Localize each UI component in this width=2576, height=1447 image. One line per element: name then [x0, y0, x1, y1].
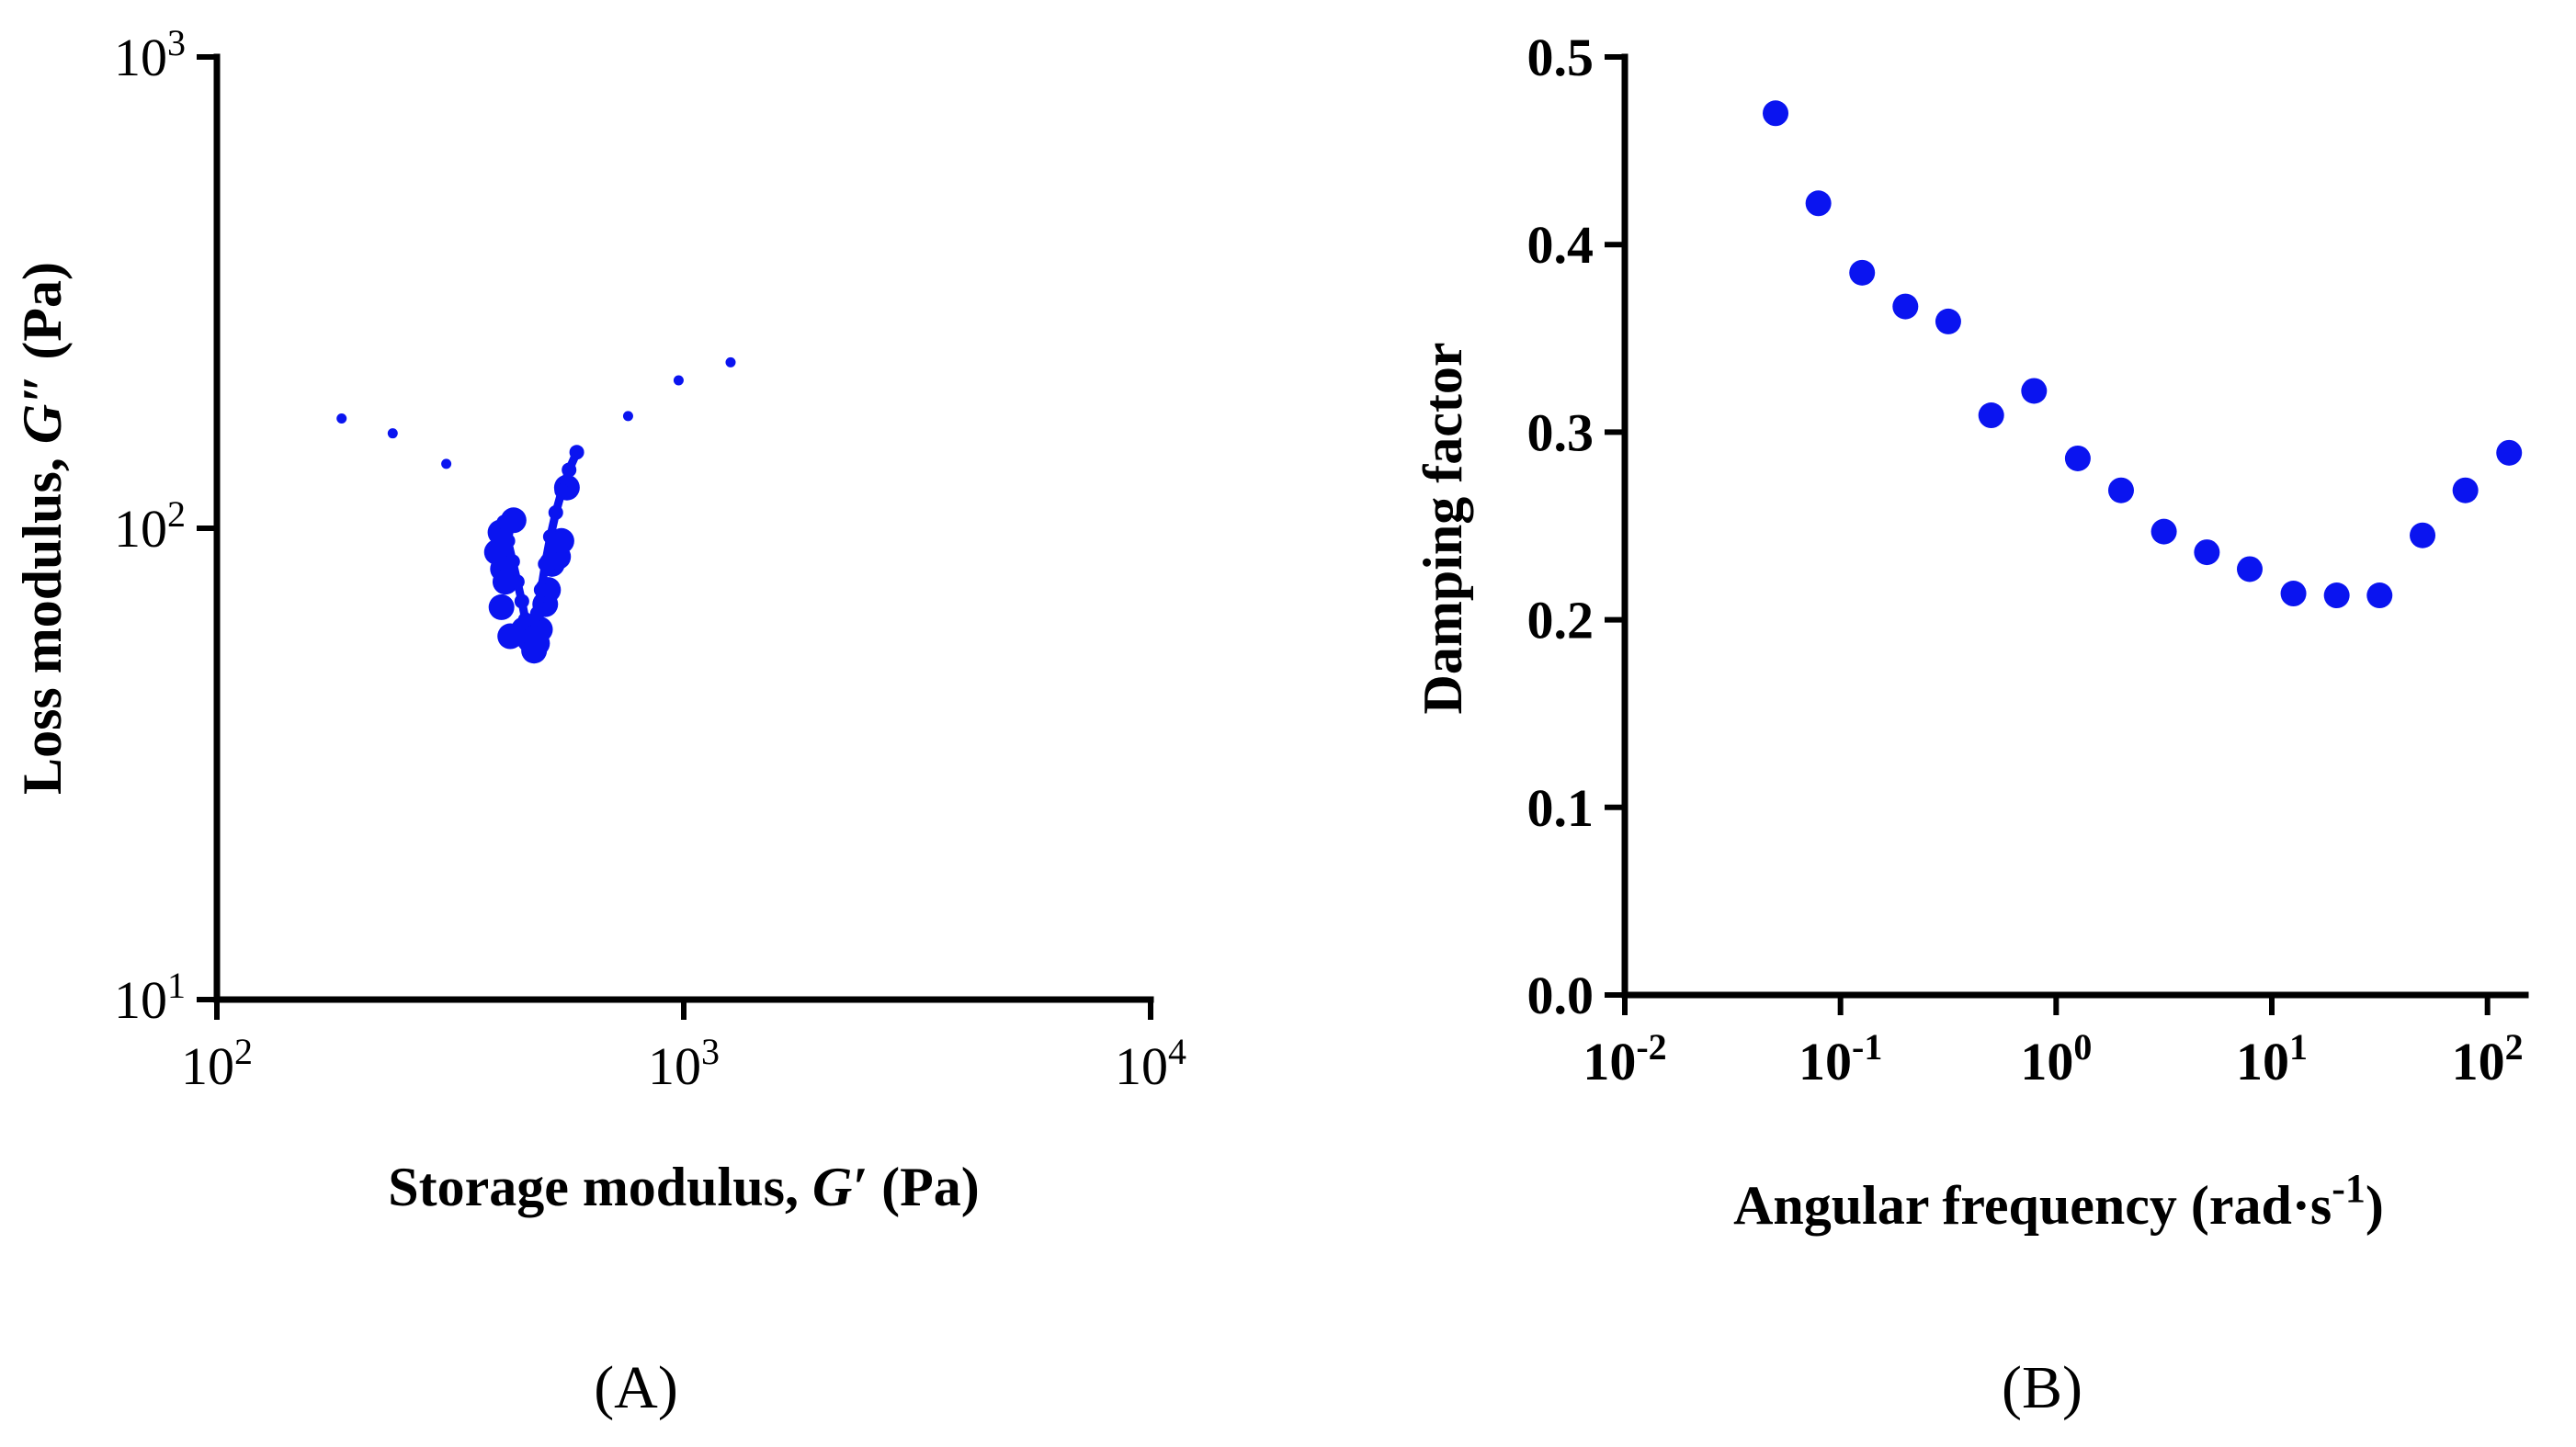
chart-a-x-tick-label: 103: [648, 1031, 720, 1097]
chart-b-point: [2236, 556, 2263, 582]
chart-a-y-axis-label: Loss modulus, G″ (Pa): [12, 262, 73, 795]
chart-b-point: [2107, 477, 2134, 503]
chart-a-trace-point: [554, 483, 570, 499]
chart-b-y-tick-label: 0.0: [1527, 966, 1594, 1025]
chart-a-point: [488, 593, 515, 620]
chart-b-x-tick-label: 10-2: [1583, 1026, 1666, 1092]
chart-a-trace-point: [496, 514, 512, 530]
chart-a-trace-point: [509, 574, 525, 590]
chart-b-point: [2366, 582, 2393, 609]
chart-b-point: [2021, 378, 2048, 404]
chart-b-y-tick-label: 0.5: [1527, 28, 1594, 87]
chart-a-point: [441, 458, 452, 469]
chart-b-point: [1849, 259, 1876, 286]
panel-label-a: (A): [594, 1354, 678, 1421]
chart-b-y-tick-label: 0.4: [1527, 215, 1594, 275]
chart-b-point: [2323, 582, 2350, 609]
chart-b-y-tick-label: 0.1: [1527, 778, 1594, 838]
chart-b-point: [1763, 100, 1789, 127]
chart-b-x-tick-label: 102: [2452, 1026, 2524, 1092]
chart-b-x-tick-label: 10-1: [1799, 1026, 1882, 1092]
chart-a-x-tick-label: 104: [1115, 1031, 1186, 1097]
chart-b-point: [1892, 293, 1919, 320]
chart-a-point: [622, 411, 633, 422]
chart-b-x-axis-label: Angular frequency (rad·s-1): [1733, 1166, 2384, 1237]
chart-b-point: [2452, 477, 2479, 503]
chart-a-trace-point: [527, 625, 542, 640]
chart-a-trace-point: [514, 593, 529, 609]
chart-a-trace-point: [548, 504, 563, 520]
chart-b-y-tick-label: 0.3: [1527, 402, 1594, 462]
chart-a-y-tick-label: 103: [114, 22, 186, 88]
chart-a-point: [387, 428, 398, 439]
chart-b-point: [2496, 439, 2523, 466]
chart-a-point: [673, 375, 684, 386]
chart-a-y-tick-label: 101: [114, 965, 186, 1031]
chart-a-trace-point: [569, 445, 584, 460]
chart-a-trace-point: [533, 582, 549, 598]
chart-b-point: [2280, 581, 2307, 607]
chart-b-point: [2150, 518, 2177, 545]
chart-a-point: [336, 413, 347, 424]
chart-b-point: [1805, 190, 1832, 217]
chart-a-trace-point: [542, 529, 558, 545]
chart-b-point: [1978, 402, 2004, 429]
chart-a-trace-point: [562, 462, 577, 478]
chart-a-point: [725, 356, 736, 367]
chart-a-trace-point: [538, 556, 553, 571]
chart-a-y-tick-label: 102: [114, 493, 186, 560]
chart-a-x-axis-label: Storage modulus, G′ (Pa): [388, 1157, 980, 1217]
chart-a-trace-point: [505, 554, 520, 570]
chart-b-axes: [1621, 53, 2529, 999]
panel-label-b: (B): [2002, 1354, 2082, 1421]
chart-b-point: [2410, 522, 2436, 548]
chart-b-y-axis-label: Damping factor: [1413, 343, 1473, 715]
chart-a-trace-point: [517, 612, 533, 627]
chart-b-x-tick-label: 100: [2020, 1026, 2092, 1092]
chart-a-trace-point: [529, 605, 545, 621]
chart-b-y-tick-label: 0.2: [1527, 591, 1594, 650]
chart-b-point: [2194, 539, 2220, 566]
chart-a-trace-point: [500, 533, 516, 548]
chart-b-x-tick-label: 101: [2236, 1026, 2308, 1092]
chart-a-x-tick-label: 102: [181, 1031, 253, 1097]
chart-b-point: [2064, 445, 2091, 471]
chart-b-point: [1935, 308, 1961, 334]
chart-a-axes: [213, 53, 1154, 1003]
chart-b: 10-2 10-1 100 101 102 0.0 0.1 0.2 0.3 0.4 0.5 Ang…: [1413, 28, 2529, 1421]
